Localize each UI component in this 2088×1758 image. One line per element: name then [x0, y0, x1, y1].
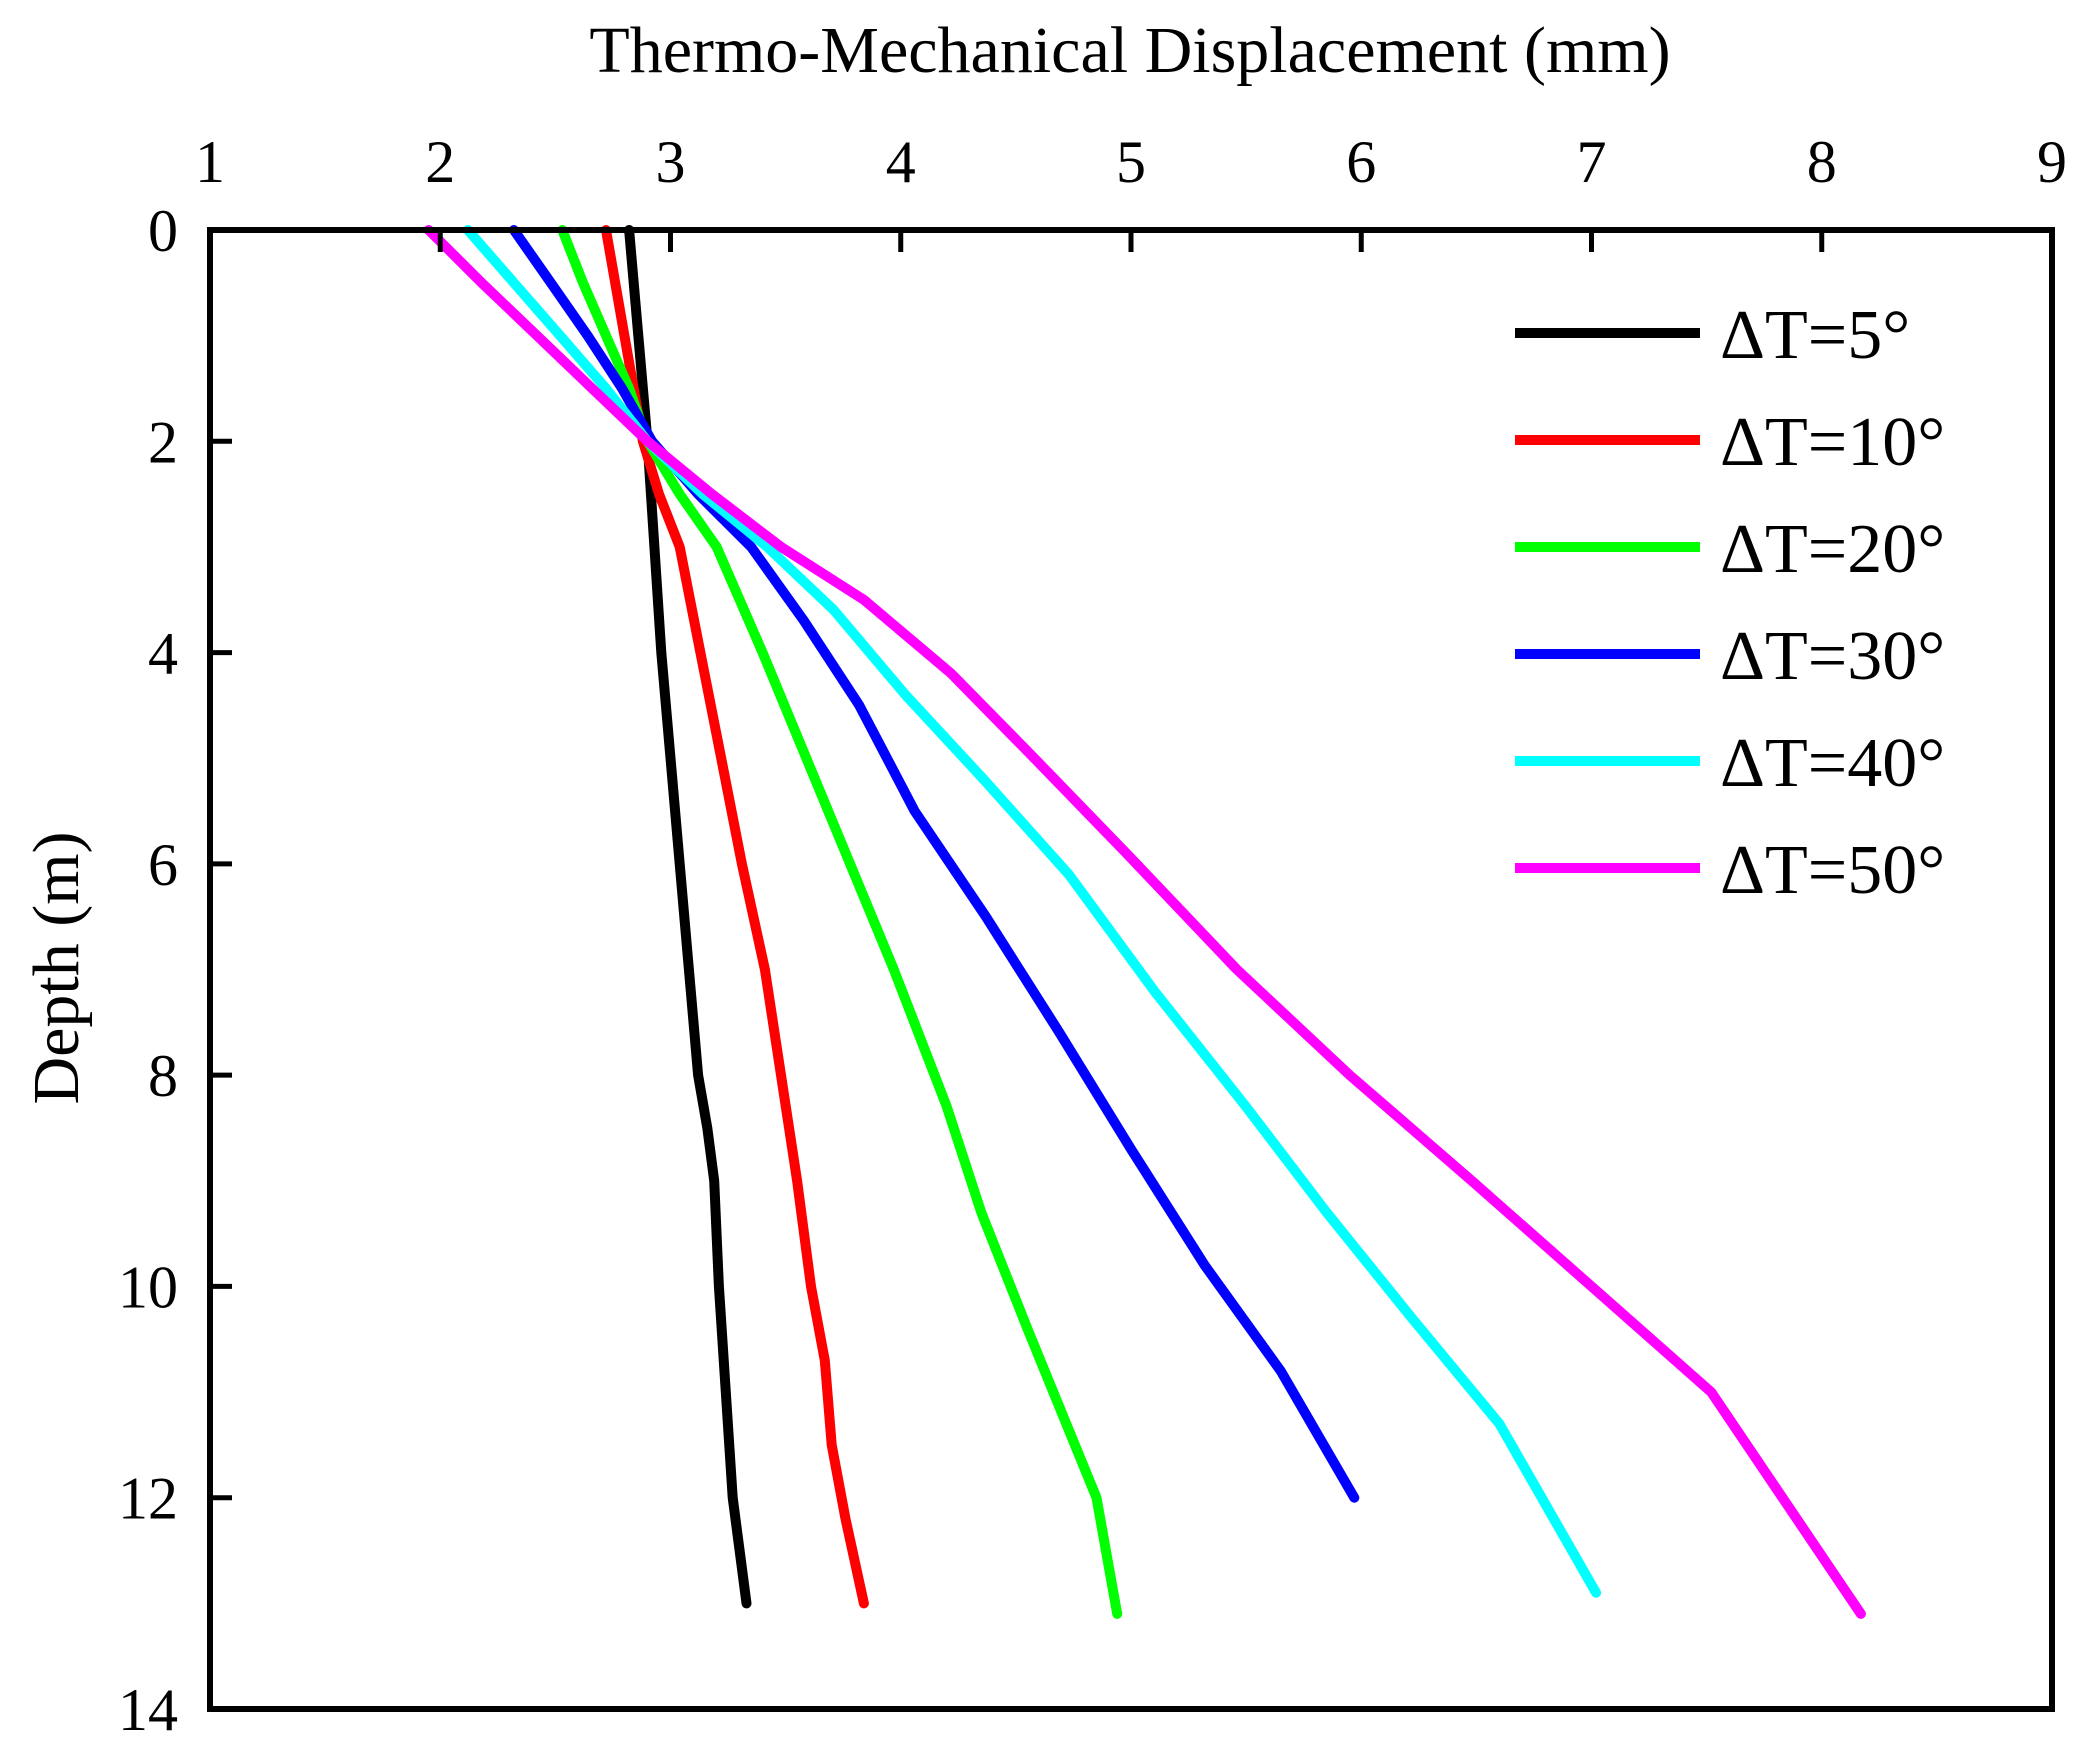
- x-tick-label: 3: [656, 129, 686, 195]
- series-line-1: [624, 225, 752, 1609]
- series-layer: [423, 225, 1866, 1619]
- x-tick-label: 1: [195, 129, 225, 195]
- x-tick-label: 7: [1577, 129, 1607, 195]
- legend-label-6: ΔT=50°: [1720, 832, 1945, 909]
- legend-label-5: ΔT=40°: [1720, 725, 1945, 802]
- x-tick-label: 5: [1116, 129, 1146, 195]
- y-tick-label: 8: [148, 1043, 178, 1109]
- series-line-3: [557, 225, 1123, 1619]
- legend: ΔT=5° ΔT=10° ΔT=20° ΔT=30° ΔT=40° ΔT=50°: [1515, 297, 1945, 909]
- x-axis-title: Thermo-Mechanical Displacement (mm): [589, 14, 1670, 87]
- series-line-4: [508, 225, 1360, 1503]
- series-line-2: [601, 225, 869, 1609]
- y-tick-label: 4: [148, 621, 178, 687]
- x-tick-label: 6: [1346, 129, 1376, 195]
- x-tick-label: 8: [1807, 129, 1837, 195]
- y-axis-title: Depth (m): [20, 831, 93, 1104]
- y-tick-label: 0: [148, 198, 178, 264]
- legend-label-4: ΔT=30°: [1720, 618, 1945, 695]
- y-tick-label: 12: [118, 1466, 178, 1532]
- series-line-5: [462, 225, 1602, 1598]
- legend-label-2: ΔT=10°: [1720, 404, 1945, 481]
- x-tick-label: 4: [886, 129, 916, 195]
- legend-label-1: ΔT=5°: [1720, 297, 1910, 374]
- y-tick-label: 6: [148, 832, 178, 898]
- x-tick-label: 9: [2037, 129, 2067, 195]
- x-tick-label: 2: [425, 129, 455, 195]
- y-tick-label: 10: [118, 1254, 178, 1320]
- y-tick-label: 2: [148, 409, 178, 475]
- y-tick-label: 14: [118, 1677, 178, 1743]
- legend-label-3: ΔT=20°: [1720, 511, 1945, 588]
- series-line-6: [423, 225, 1866, 1619]
